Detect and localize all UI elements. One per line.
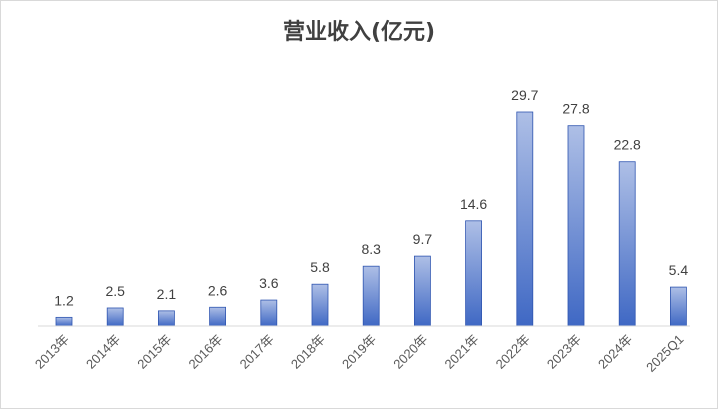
chart-title: 营业收入(亿元): [282, 20, 436, 45]
x-tick-label: 2013年: [32, 332, 72, 372]
x-tick-label: 2014年: [83, 332, 123, 372]
bar: [157, 310, 175, 327]
x-tick-label: 2015年: [134, 332, 174, 372]
bar: [311, 283, 329, 327]
bar: [55, 316, 73, 327]
data-label: 5.8: [310, 259, 330, 275]
x-tick-label: 2022年: [493, 332, 533, 372]
data-label: 2.5: [105, 283, 125, 299]
data-label: 14.6: [460, 196, 487, 212]
x-tick-label: 2025Q1: [643, 332, 686, 375]
x-tick-label: 2018年: [288, 332, 328, 372]
x-tick-label: 2024年: [595, 332, 635, 372]
bar: [618, 161, 636, 327]
data-label: 3.6: [259, 275, 279, 291]
x-tick-label: 2021年: [441, 332, 481, 372]
data-label: 2.6: [208, 282, 228, 298]
data-label: 27.8: [562, 101, 589, 117]
bar: [465, 220, 483, 327]
x-tick-label: 2017年: [237, 332, 277, 372]
x-tick-label: 2016年: [185, 332, 225, 372]
bar: [413, 255, 431, 327]
data-label: 29.7: [511, 87, 538, 103]
bar: [670, 286, 687, 327]
x-tick-label: 2019年: [339, 332, 379, 372]
bar: [106, 307, 124, 327]
data-label: 22.8: [614, 137, 641, 153]
bar: [516, 111, 534, 327]
bar: [209, 306, 227, 327]
bar: [567, 125, 585, 327]
data-label: 5.4: [669, 262, 689, 278]
x-tick-label: 2023年: [544, 332, 584, 372]
data-label: 8.3: [361, 241, 381, 257]
x-tick-label: 2020年: [390, 332, 430, 372]
data-label: 9.7: [413, 231, 433, 247]
data-label: 1.2: [54, 292, 74, 308]
bar: [362, 265, 380, 327]
bar: [260, 299, 278, 327]
data-label: 2.1: [157, 286, 177, 302]
